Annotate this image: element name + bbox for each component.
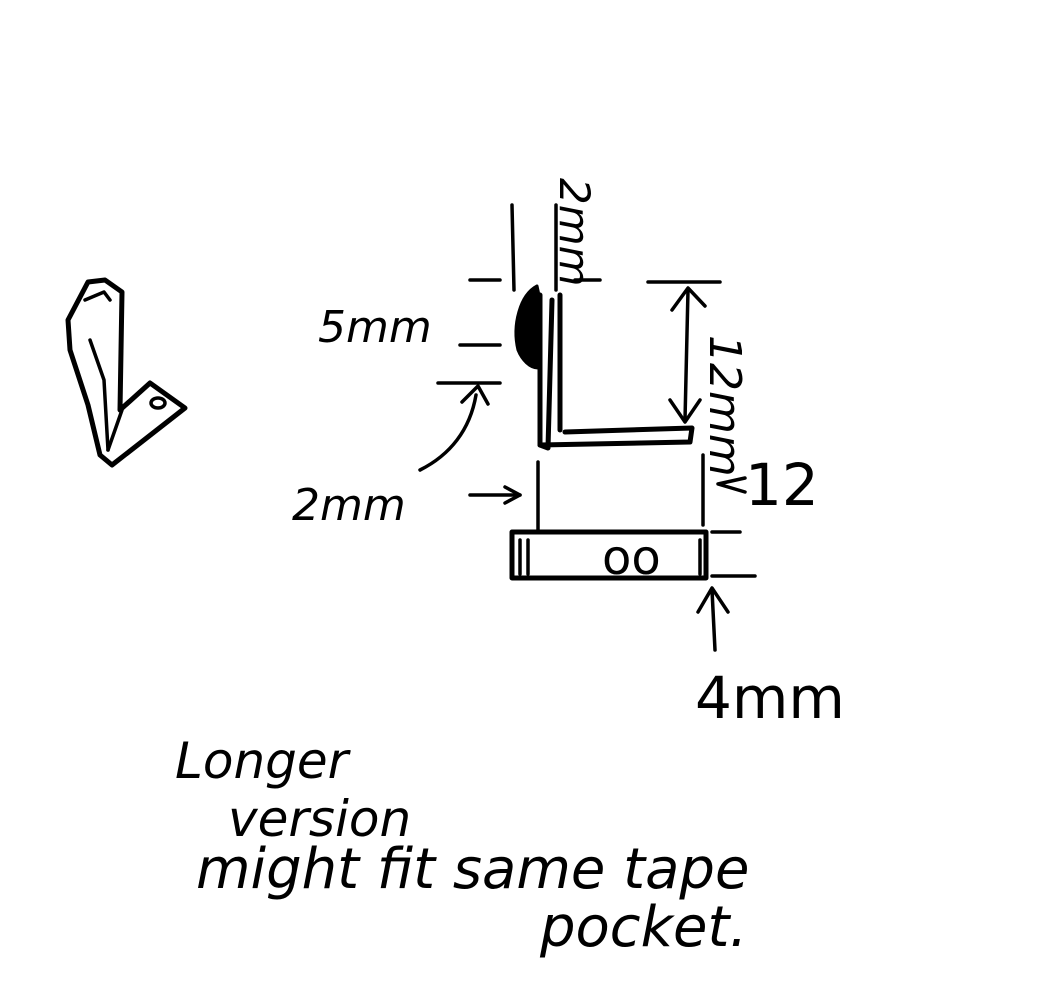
note-line-4: pocket. — [539, 895, 747, 960]
dim-12-ticks — [701, 453, 747, 527]
dim-label-5mm: 5mm — [318, 302, 432, 353]
dim-label-2mm: 2mm — [292, 480, 406, 531]
dim-2mm-callout — [418, 381, 540, 532]
mounting-holes: oo — [602, 530, 661, 586]
dim-label-4mm: 4mm — [695, 664, 845, 732]
note-line-1: Longer — [175, 732, 352, 790]
dim-label-12: 12 — [745, 451, 819, 519]
tape-line — [510, 203, 558, 292]
dim-5mm-ticks — [458, 278, 602, 347]
dim-label-12mm: 12mm — [699, 335, 750, 477]
note-line-2: version — [228, 790, 411, 848]
clip-cross-section — [514, 284, 695, 451]
dim-12mm-arrow — [646, 280, 722, 424]
note-line-3: might fit same tape — [196, 837, 749, 902]
dim-label-top: 2mm — [550, 178, 599, 287]
base-plate — [509, 529, 757, 581]
clip-perspective-sketch — [65, 277, 188, 468]
dim-4mm-arrow — [696, 586, 730, 652]
